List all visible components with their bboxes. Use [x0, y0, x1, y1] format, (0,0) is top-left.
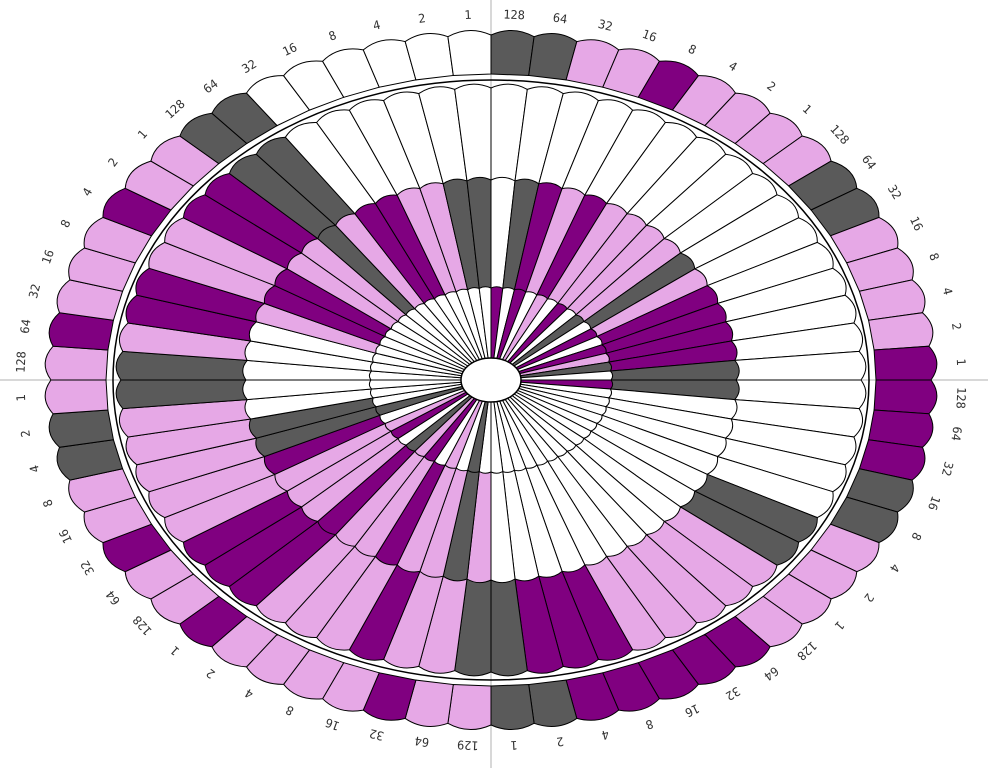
- bit-label-11: 16: [907, 214, 926, 233]
- bit-label-1: 64: [552, 11, 568, 27]
- sector-outer-16: [873, 379, 938, 415]
- bit-label-52: 8: [58, 217, 74, 230]
- bit-label-63: 1: [464, 8, 472, 22]
- bit-label-23: 1: [832, 618, 847, 633]
- bit-label-19: 16: [925, 494, 943, 512]
- bit-label-13: 4: [940, 286, 955, 296]
- bit-label-5: 4: [726, 59, 739, 75]
- bit-label-6: 2: [764, 79, 778, 95]
- bit-label-3: 16: [640, 27, 658, 45]
- bit-label-43: 16: [56, 527, 75, 546]
- bit-label-2: 32: [597, 17, 614, 34]
- bit-label-28: 8: [644, 716, 656, 732]
- bit-label-26: 32: [723, 684, 743, 703]
- sector-outer-0: [490, 29, 535, 77]
- sector-outer-32: [447, 683, 492, 731]
- bit-label-30: 2: [555, 734, 564, 749]
- bit-label-16: 128: [953, 387, 968, 409]
- separator-ring: [112, 79, 870, 681]
- bit-label-53: 4: [80, 185, 96, 198]
- bit-label-34: 32: [368, 726, 385, 743]
- bit-label-58: 32: [239, 57, 259, 76]
- bit-label-29: 4: [600, 727, 610, 742]
- bit-label-46: 2: [18, 429, 33, 438]
- bit-label-45: 4: [27, 464, 42, 474]
- bit-label-20: 8: [908, 530, 924, 543]
- bit-label-4: 8: [686, 42, 699, 58]
- bit-label-7: 1: [800, 102, 815, 117]
- sector-outer-48: [44, 345, 109, 381]
- bit-label-10: 32: [885, 182, 904, 202]
- sector-rings: [44, 29, 938, 731]
- bit-label-51: 16: [39, 248, 57, 266]
- bit-label-21: 4: [887, 561, 903, 574]
- bit-label-24: 128: [794, 638, 819, 663]
- bit-label-55: 1: [135, 127, 150, 142]
- bit-label-18: 32: [939, 460, 956, 477]
- bit-label-37: 4: [242, 686, 255, 702]
- bit-label-39: 1: [168, 643, 183, 658]
- bit-label-54: 2: [105, 155, 121, 169]
- bit-label-48: 128: [14, 351, 29, 373]
- bit-label-32: 129: [457, 738, 479, 753]
- sector-outer-47: [44, 379, 109, 415]
- sector-outer-31: [490, 683, 535, 731]
- sector-second-63: [466, 176, 492, 289]
- center-hub: [460, 357, 522, 403]
- bit-label-62: 2: [417, 11, 426, 26]
- bit-label-8: 128: [827, 122, 852, 147]
- bit-label-49: 64: [18, 318, 34, 334]
- bit-label-59: 16: [280, 40, 299, 59]
- bit-label-17: 64: [948, 426, 964, 442]
- bit-label-44: 8: [40, 497, 56, 509]
- bit-label-0: 128: [503, 7, 525, 22]
- sector-outer-15: [873, 345, 938, 381]
- bit-label-50: 32: [26, 282, 43, 299]
- bit-label-12: 8: [926, 251, 942, 263]
- bit-label-47: 1: [14, 394, 28, 402]
- bit-label-27: 16: [683, 701, 702, 720]
- bit-label-56: 128: [162, 97, 187, 122]
- bit-label-61: 4: [371, 18, 381, 33]
- bit-label-41: 64: [103, 588, 123, 608]
- bit-label-22: 2: [861, 591, 877, 605]
- bit-label-42: 32: [78, 558, 97, 578]
- bit-label-14: 2: [949, 322, 964, 331]
- bit-label-35: 16: [323, 715, 341, 733]
- bit-label-57: 64: [201, 76, 221, 96]
- bit-label-60: 8: [327, 28, 339, 44]
- bit-label-40: 128: [130, 613, 155, 638]
- bit-label-33: 64: [414, 734, 430, 750]
- bit-label-15: 1: [954, 358, 968, 366]
- bit-label-36: 8: [284, 703, 297, 719]
- sector-inner-63: [478, 286, 492, 359]
- sector-third-63: [454, 83, 492, 182]
- sector-outer-63: [447, 29, 492, 77]
- bit-label-9: 64: [859, 152, 879, 172]
- bit-label-38: 2: [204, 666, 218, 682]
- hub-circle: [460, 357, 522, 403]
- ring-separators: [112, 79, 870, 681]
- bit-label-25: 64: [761, 664, 781, 684]
- bit-label-31: 1: [510, 738, 518, 752]
